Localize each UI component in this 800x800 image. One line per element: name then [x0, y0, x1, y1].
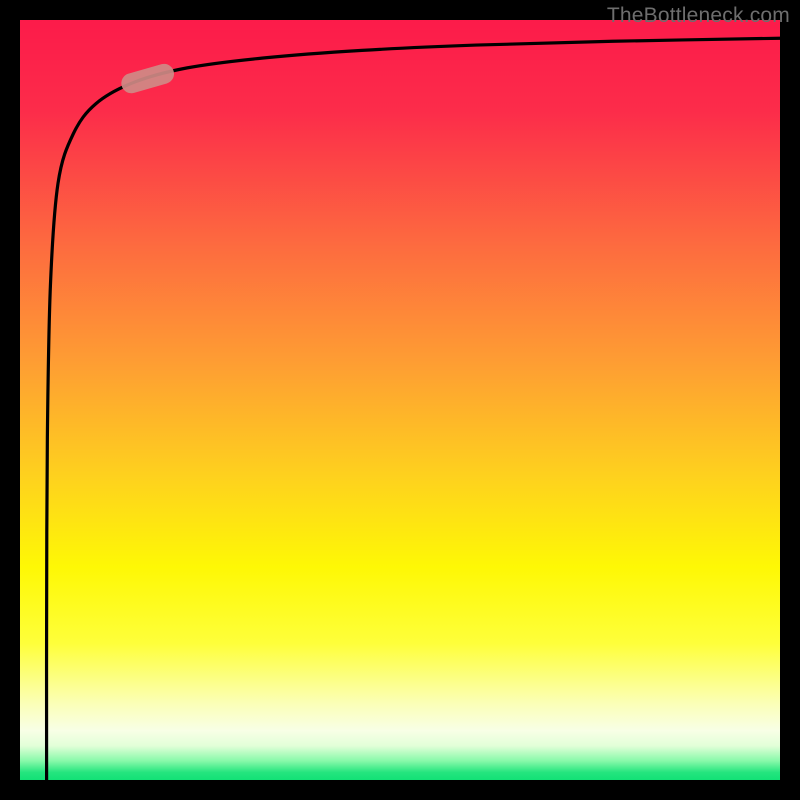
frame-border-bottom — [0, 780, 800, 800]
frame-border-left — [0, 0, 20, 800]
chart-background-gradient — [20, 20, 780, 780]
attribution-text: TheBottleneck.com — [607, 4, 790, 28]
chart-stage: TheBottleneck.com — [0, 0, 800, 800]
frame-border-right — [780, 0, 800, 800]
bottleneck-chart — [0, 0, 800, 800]
